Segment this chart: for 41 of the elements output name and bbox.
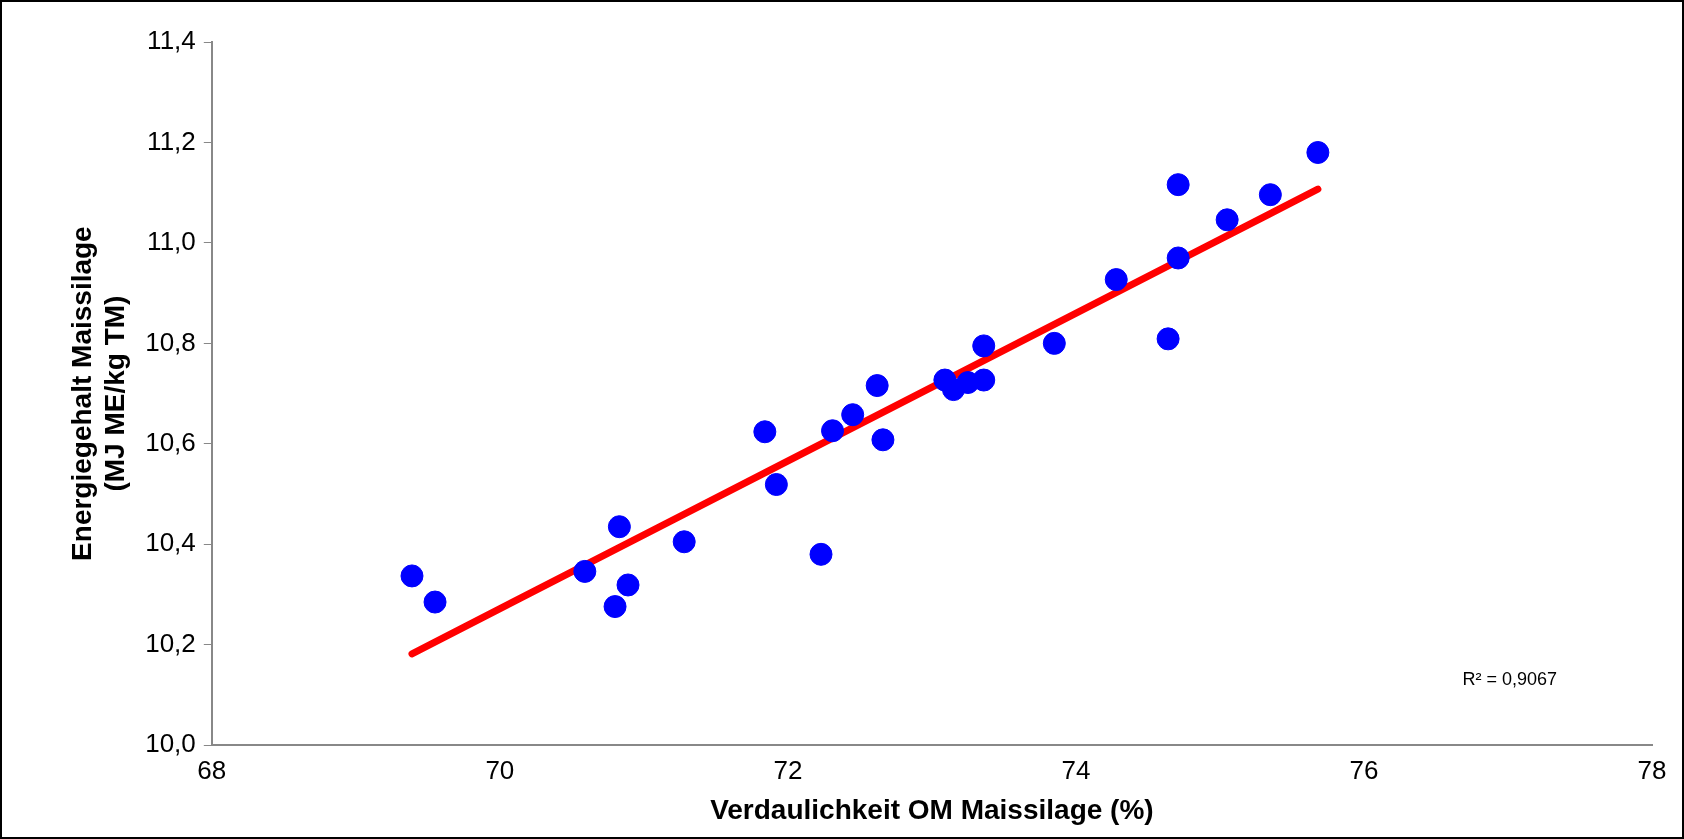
y-tick-label: 10,6 xyxy=(145,427,196,457)
y-tick-label: 10,2 xyxy=(145,627,196,658)
annotation: R² = 0,9067 xyxy=(1462,669,1557,690)
point xyxy=(603,595,627,619)
y-tick-label: 11,0 xyxy=(147,226,196,257)
x-tick-label: 74 xyxy=(1061,754,1091,785)
y-axis-title: Energiegehalt Maissilage (MJ ME/kg TM) xyxy=(65,226,131,561)
point xyxy=(616,573,640,597)
point xyxy=(1166,246,1190,270)
y-tick-label: 11,4 xyxy=(147,25,196,56)
point xyxy=(1258,183,1282,207)
point xyxy=(841,403,865,427)
y-tick-label: 10,8 xyxy=(145,326,196,357)
point xyxy=(573,559,597,583)
x-tick-label: 68 xyxy=(197,754,227,785)
point xyxy=(764,473,788,497)
point xyxy=(1104,268,1128,292)
point xyxy=(423,590,447,614)
point xyxy=(1215,208,1239,232)
point xyxy=(400,564,424,588)
y-tick-label: 10,4 xyxy=(145,527,196,558)
point xyxy=(972,368,996,392)
point xyxy=(1166,173,1190,197)
point xyxy=(1306,141,1330,164)
x-tick-label: 72 xyxy=(773,754,803,785)
point xyxy=(865,374,889,398)
point xyxy=(1042,331,1066,355)
point xyxy=(753,420,777,444)
y-tick-label: 11,2 xyxy=(147,125,196,156)
point xyxy=(672,530,696,554)
point xyxy=(972,334,996,358)
point xyxy=(1156,327,1180,351)
point xyxy=(607,515,631,539)
x-tick-label: 76 xyxy=(1349,754,1379,785)
point xyxy=(809,542,833,566)
x-tick-label: 70 xyxy=(485,754,515,785)
point xyxy=(821,419,845,443)
y-tick-label: 10,0 xyxy=(145,728,196,759)
point xyxy=(871,428,895,452)
x-tick-label: 78 xyxy=(1637,754,1667,785)
x-axis-title: Verdaulichkeit OM Maissilage (%) xyxy=(710,793,1154,825)
